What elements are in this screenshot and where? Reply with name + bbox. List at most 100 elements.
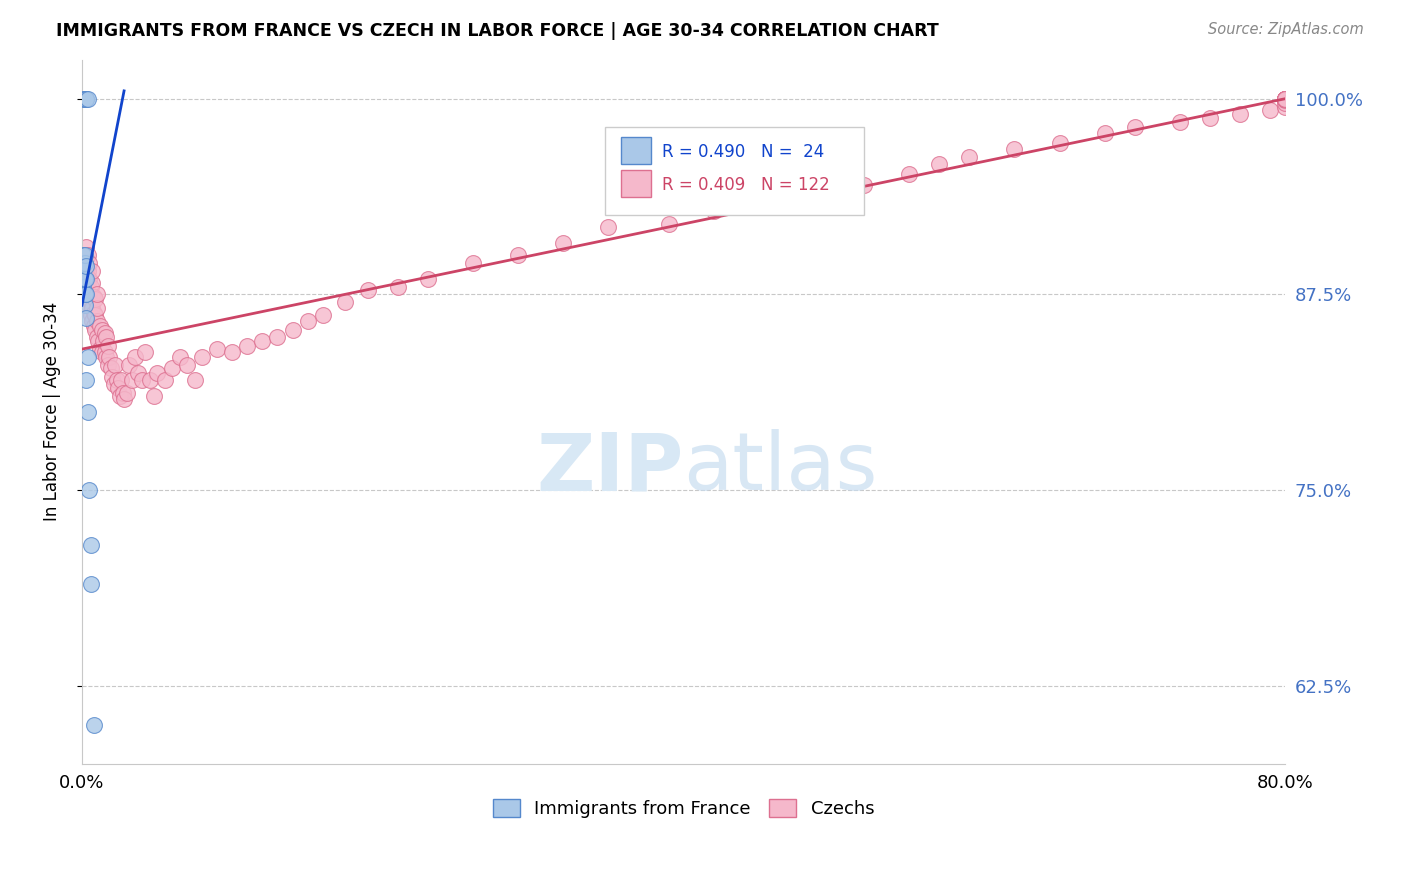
Point	[84, 292, 107, 306]
Point	[1123, 120, 1146, 134]
Point	[134, 345, 156, 359]
Point	[169, 350, 191, 364]
Point	[75, 310, 97, 325]
Text: R = 0.409   N = 122: R = 0.409 N = 122	[662, 176, 830, 194]
Point	[86, 314, 108, 328]
Point	[77, 405, 100, 419]
FancyBboxPatch shape	[621, 170, 651, 197]
Point	[84, 323, 107, 337]
Point	[117, 358, 139, 372]
Point	[131, 373, 153, 387]
Point	[77, 277, 100, 291]
Point	[89, 342, 111, 356]
Point	[75, 252, 97, 266]
Point	[73, 248, 96, 262]
Point	[87, 334, 110, 349]
Point	[191, 350, 214, 364]
Point	[333, 295, 356, 310]
Point	[111, 386, 134, 401]
Point	[82, 277, 104, 291]
Point	[98, 350, 121, 364]
Point	[90, 323, 112, 337]
Point	[110, 373, 132, 387]
Point	[266, 329, 288, 343]
Point	[898, 167, 921, 181]
Point	[75, 277, 97, 291]
Point	[75, 259, 97, 273]
Point	[124, 350, 146, 364]
Point	[82, 314, 104, 328]
Point	[297, 314, 319, 328]
Point	[357, 283, 380, 297]
Point	[93, 345, 115, 359]
Point	[72, 248, 94, 262]
Point	[184, 373, 207, 387]
Point	[1274, 92, 1296, 106]
Point	[252, 334, 274, 349]
Point	[72, 271, 94, 285]
Point	[83, 717, 105, 731]
Point	[107, 381, 129, 395]
Point	[73, 248, 96, 262]
Point	[86, 329, 108, 343]
Point	[80, 577, 103, 591]
Point	[221, 345, 243, 359]
Point	[1274, 92, 1296, 106]
Point	[105, 373, 128, 387]
Point	[75, 264, 97, 278]
Point	[75, 287, 97, 301]
Point	[103, 376, 125, 391]
FancyBboxPatch shape	[621, 137, 651, 164]
Point	[1049, 136, 1071, 150]
Point	[75, 373, 97, 387]
Point	[127, 366, 149, 380]
Point	[1274, 92, 1296, 106]
Point	[281, 323, 304, 337]
Text: Source: ZipAtlas.com: Source: ZipAtlas.com	[1208, 22, 1364, 37]
Point	[598, 220, 620, 235]
Point	[80, 308, 103, 322]
Point	[80, 279, 103, 293]
Point	[75, 298, 97, 312]
Point	[1199, 111, 1222, 125]
Point	[77, 248, 100, 262]
Point	[1274, 92, 1296, 106]
Point	[73, 271, 96, 285]
Point	[77, 92, 100, 106]
Point	[108, 389, 131, 403]
Point	[1004, 142, 1026, 156]
Point	[75, 240, 97, 254]
Point	[853, 178, 876, 192]
Point	[1274, 96, 1296, 111]
Point	[207, 342, 229, 356]
Point	[508, 248, 530, 262]
Point	[387, 279, 409, 293]
Point	[762, 194, 785, 208]
Point	[143, 389, 166, 403]
Point	[100, 360, 122, 375]
Point	[82, 301, 104, 316]
Point	[79, 287, 101, 301]
Point	[1274, 92, 1296, 106]
Point	[928, 157, 950, 171]
Point	[77, 350, 100, 364]
Point	[153, 373, 176, 387]
Point	[703, 204, 725, 219]
Point	[72, 248, 94, 262]
Point	[77, 264, 100, 278]
Point	[72, 279, 94, 293]
Point	[416, 271, 439, 285]
Point	[94, 329, 117, 343]
Point	[1229, 107, 1251, 121]
Point	[1274, 92, 1296, 106]
Point	[83, 306, 105, 320]
Point	[86, 287, 108, 301]
Point	[807, 186, 830, 200]
Point	[75, 287, 97, 301]
Point	[1258, 103, 1281, 117]
Legend: Immigrants from France, Czechs: Immigrants from France, Czechs	[485, 791, 882, 825]
Point	[80, 538, 103, 552]
Point	[90, 345, 112, 359]
Point	[96, 358, 118, 372]
Text: IMMIGRANTS FROM FRANCE VS CZECH IN LABOR FORCE | AGE 30-34 CORRELATION CHART: IMMIGRANTS FROM FRANCE VS CZECH IN LABOR…	[56, 22, 939, 40]
